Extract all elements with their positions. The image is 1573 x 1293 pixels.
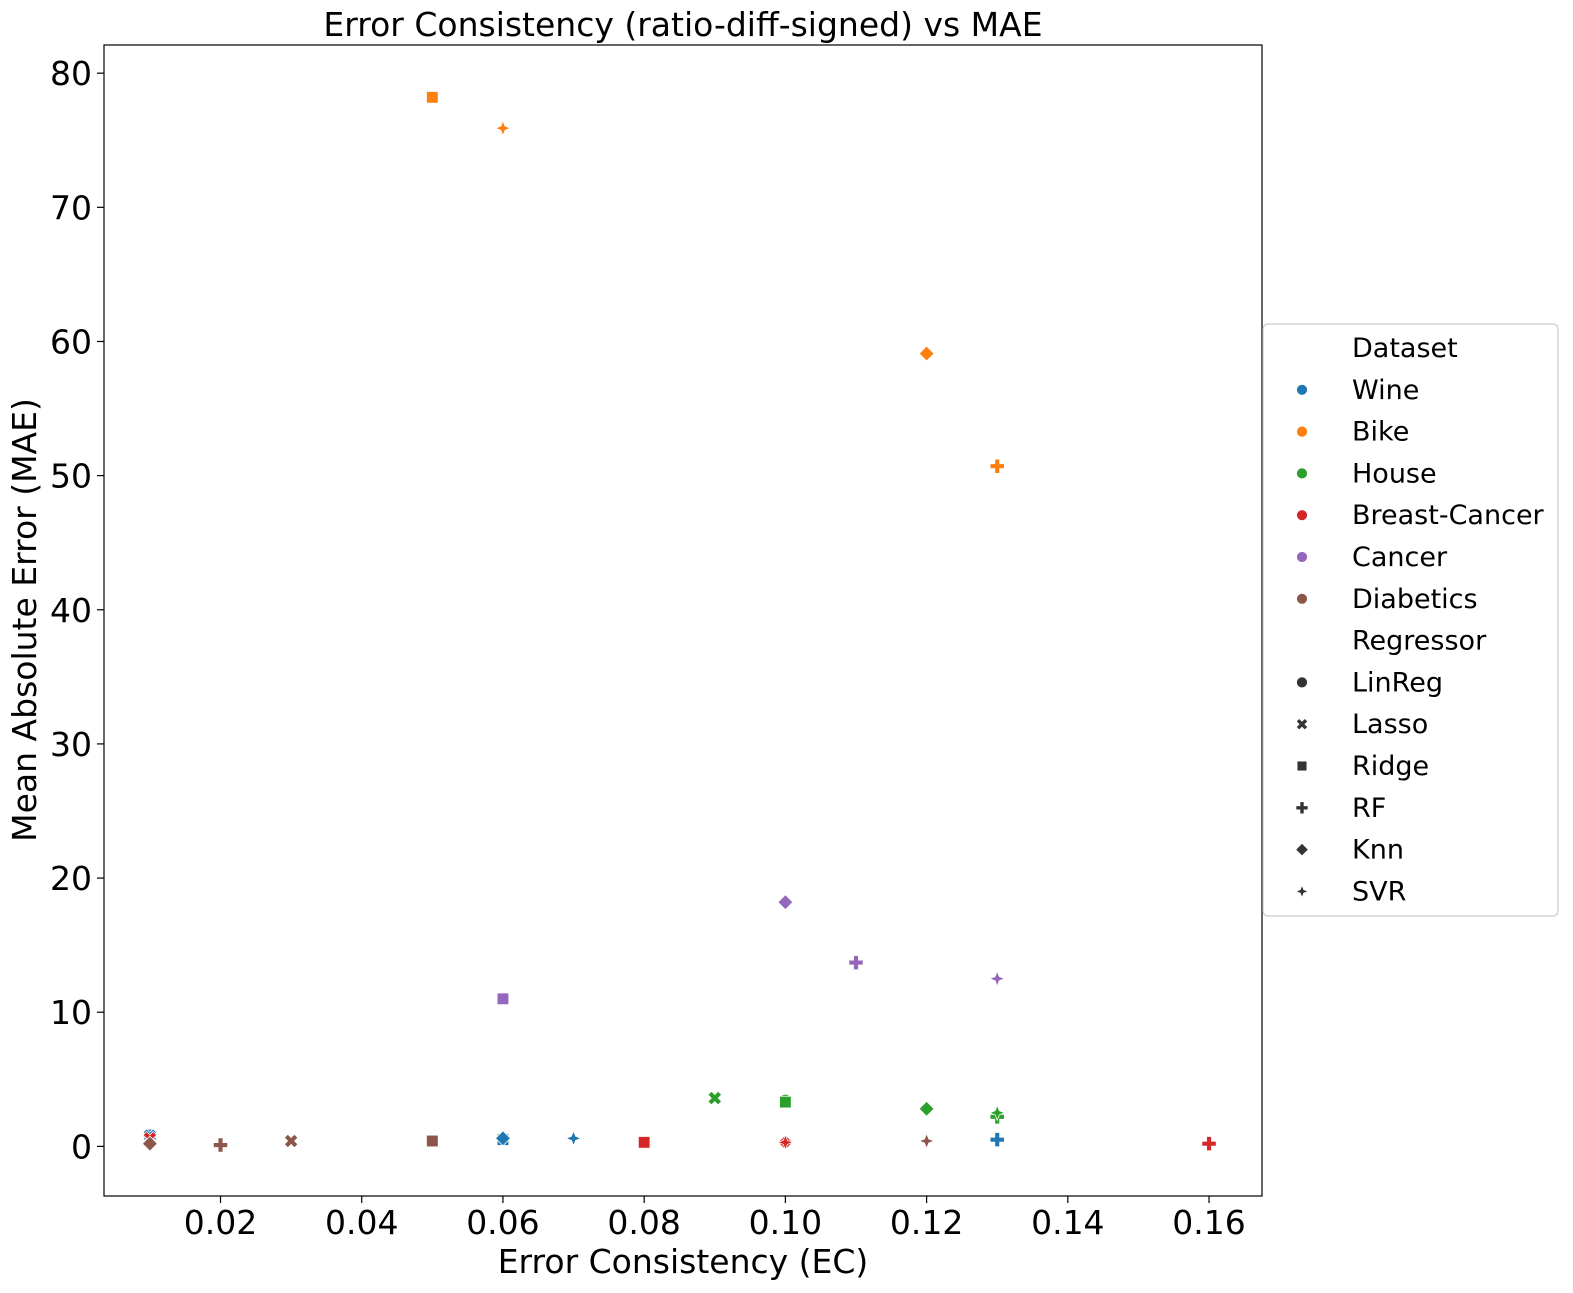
y-axis: 0 10 20 30 40 50 60 70 80	[50, 54, 104, 1166]
x-axis: 0.02 0.04 0.06 0.08 0.10 0.12 0.14 0.16	[184, 1196, 1246, 1242]
point-house-svr	[988, 1104, 1006, 1122]
point-bike-knn	[918, 345, 935, 362]
y-tick-label: 20	[50, 859, 92, 898]
x-tick-label: 0.02	[184, 1203, 257, 1242]
point-diabetics-ridge	[426, 1134, 439, 1148]
legend-entry-linreg: LinReg	[1352, 667, 1443, 698]
point-cancer-ridge	[496, 992, 510, 1006]
point-breast-cancer-ridge	[637, 1136, 651, 1149]
y-tick-label: 70	[50, 188, 92, 227]
point-diabetics-lasso	[283, 1133, 299, 1149]
point-bike-ridge	[426, 91, 439, 104]
legend-marker-rf	[1295, 801, 1309, 815]
legend-entry-wine: Wine	[1352, 375, 1419, 406]
legend-entry-knn: Knn	[1352, 835, 1404, 866]
legend-box	[1262, 323, 1559, 917]
point-breast-cancer-rf	[1201, 1136, 1217, 1152]
legend-entry-diabetics: Diabetics	[1352, 584, 1478, 615]
legend-marker-cancer	[1296, 551, 1308, 563]
legend-entry-svr: SVR	[1352, 876, 1406, 907]
point-wine-svr	[564, 1129, 583, 1147]
points-layer	[141, 89, 1217, 1153]
legend-marker-lasso	[1295, 717, 1309, 731]
y-tick-label: 40	[50, 591, 92, 630]
legend-entry-breast-cancer: Breast-Cancer	[1352, 500, 1545, 531]
plot-area-frame	[103, 44, 1263, 1197]
y-tick-label: 10	[50, 993, 92, 1032]
point-diabetics-knn	[141, 1135, 158, 1152]
point-house-knn	[918, 1100, 935, 1117]
point-house-ridge	[779, 1095, 792, 1109]
point-wine-rf	[989, 1132, 1005, 1148]
legend: Dataset Wine Bike House Breast-Cancer Cancer D…	[1262, 323, 1559, 917]
legend-entry-house: House	[1352, 458, 1437, 489]
point-wine-knn	[494, 1130, 511, 1147]
chart-title: Error Consistency (ratio-diff-signed) vs…	[323, 5, 1042, 44]
legend-entry-cancer: Cancer	[1352, 542, 1448, 573]
legend-entry-lasso: Lasso	[1352, 709, 1428, 740]
legend-entry-bike: Bike	[1352, 417, 1409, 448]
point-cancer-knn	[777, 894, 794, 911]
point-breast-cancer-svr	[776, 1133, 794, 1151]
legend-items: Dataset Wine Bike House Breast-Cancer Cancer D…	[1294, 333, 1545, 907]
legend-marker-house	[1296, 467, 1308, 480]
x-tick-label: 0.16	[1172, 1203, 1245, 1242]
legend-marker-linreg	[1296, 676, 1308, 689]
legend-marker-wine	[1296, 383, 1308, 396]
legend-marker-breast-cancer	[1296, 509, 1308, 522]
x-axis-label: Error Consistency (EC)	[498, 1242, 869, 1281]
legend-entry-rf: RF	[1352, 793, 1386, 824]
point-diabetics-svr	[918, 1132, 936, 1150]
y-tick-label: 0	[71, 1127, 92, 1166]
point-bike-svr	[494, 119, 512, 137]
legend-marker-knn	[1295, 842, 1309, 857]
x-tick-label: 0.04	[325, 1203, 398, 1242]
legend-title-dataset: Dataset	[1352, 333, 1458, 364]
legend-marker-diabetics	[1296, 592, 1308, 605]
legend-title-regressor: Regressor	[1352, 626, 1487, 657]
y-tick-label: 80	[50, 54, 92, 93]
legend-marker-svr	[1294, 883, 1310, 899]
legend-marker-bike	[1296, 425, 1308, 438]
x-tick-label: 0.14	[1031, 1203, 1104, 1242]
y-tick-label: 50	[50, 457, 92, 496]
x-tick-label: 0.10	[749, 1203, 822, 1242]
y-tick-label: 60	[50, 322, 92, 361]
legend-marker-ridge	[1296, 760, 1308, 772]
point-diabetics-rf	[212, 1137, 229, 1153]
x-tick-label: 0.08	[607, 1203, 680, 1242]
point-bike-rf	[989, 458, 1005, 474]
x-tick-label: 0.12	[890, 1203, 963, 1242]
point-house-lasso	[707, 1090, 723, 1106]
point-cancer-svr	[988, 970, 1006, 988]
y-axis-label: Mean Absolute Error (MAE)	[5, 398, 44, 842]
y-tick-label: 30	[50, 725, 92, 764]
legend-entry-ridge: Ridge	[1352, 751, 1429, 782]
point-cancer-rf	[848, 955, 864, 971]
x-tick-label: 0.06	[466, 1203, 539, 1242]
